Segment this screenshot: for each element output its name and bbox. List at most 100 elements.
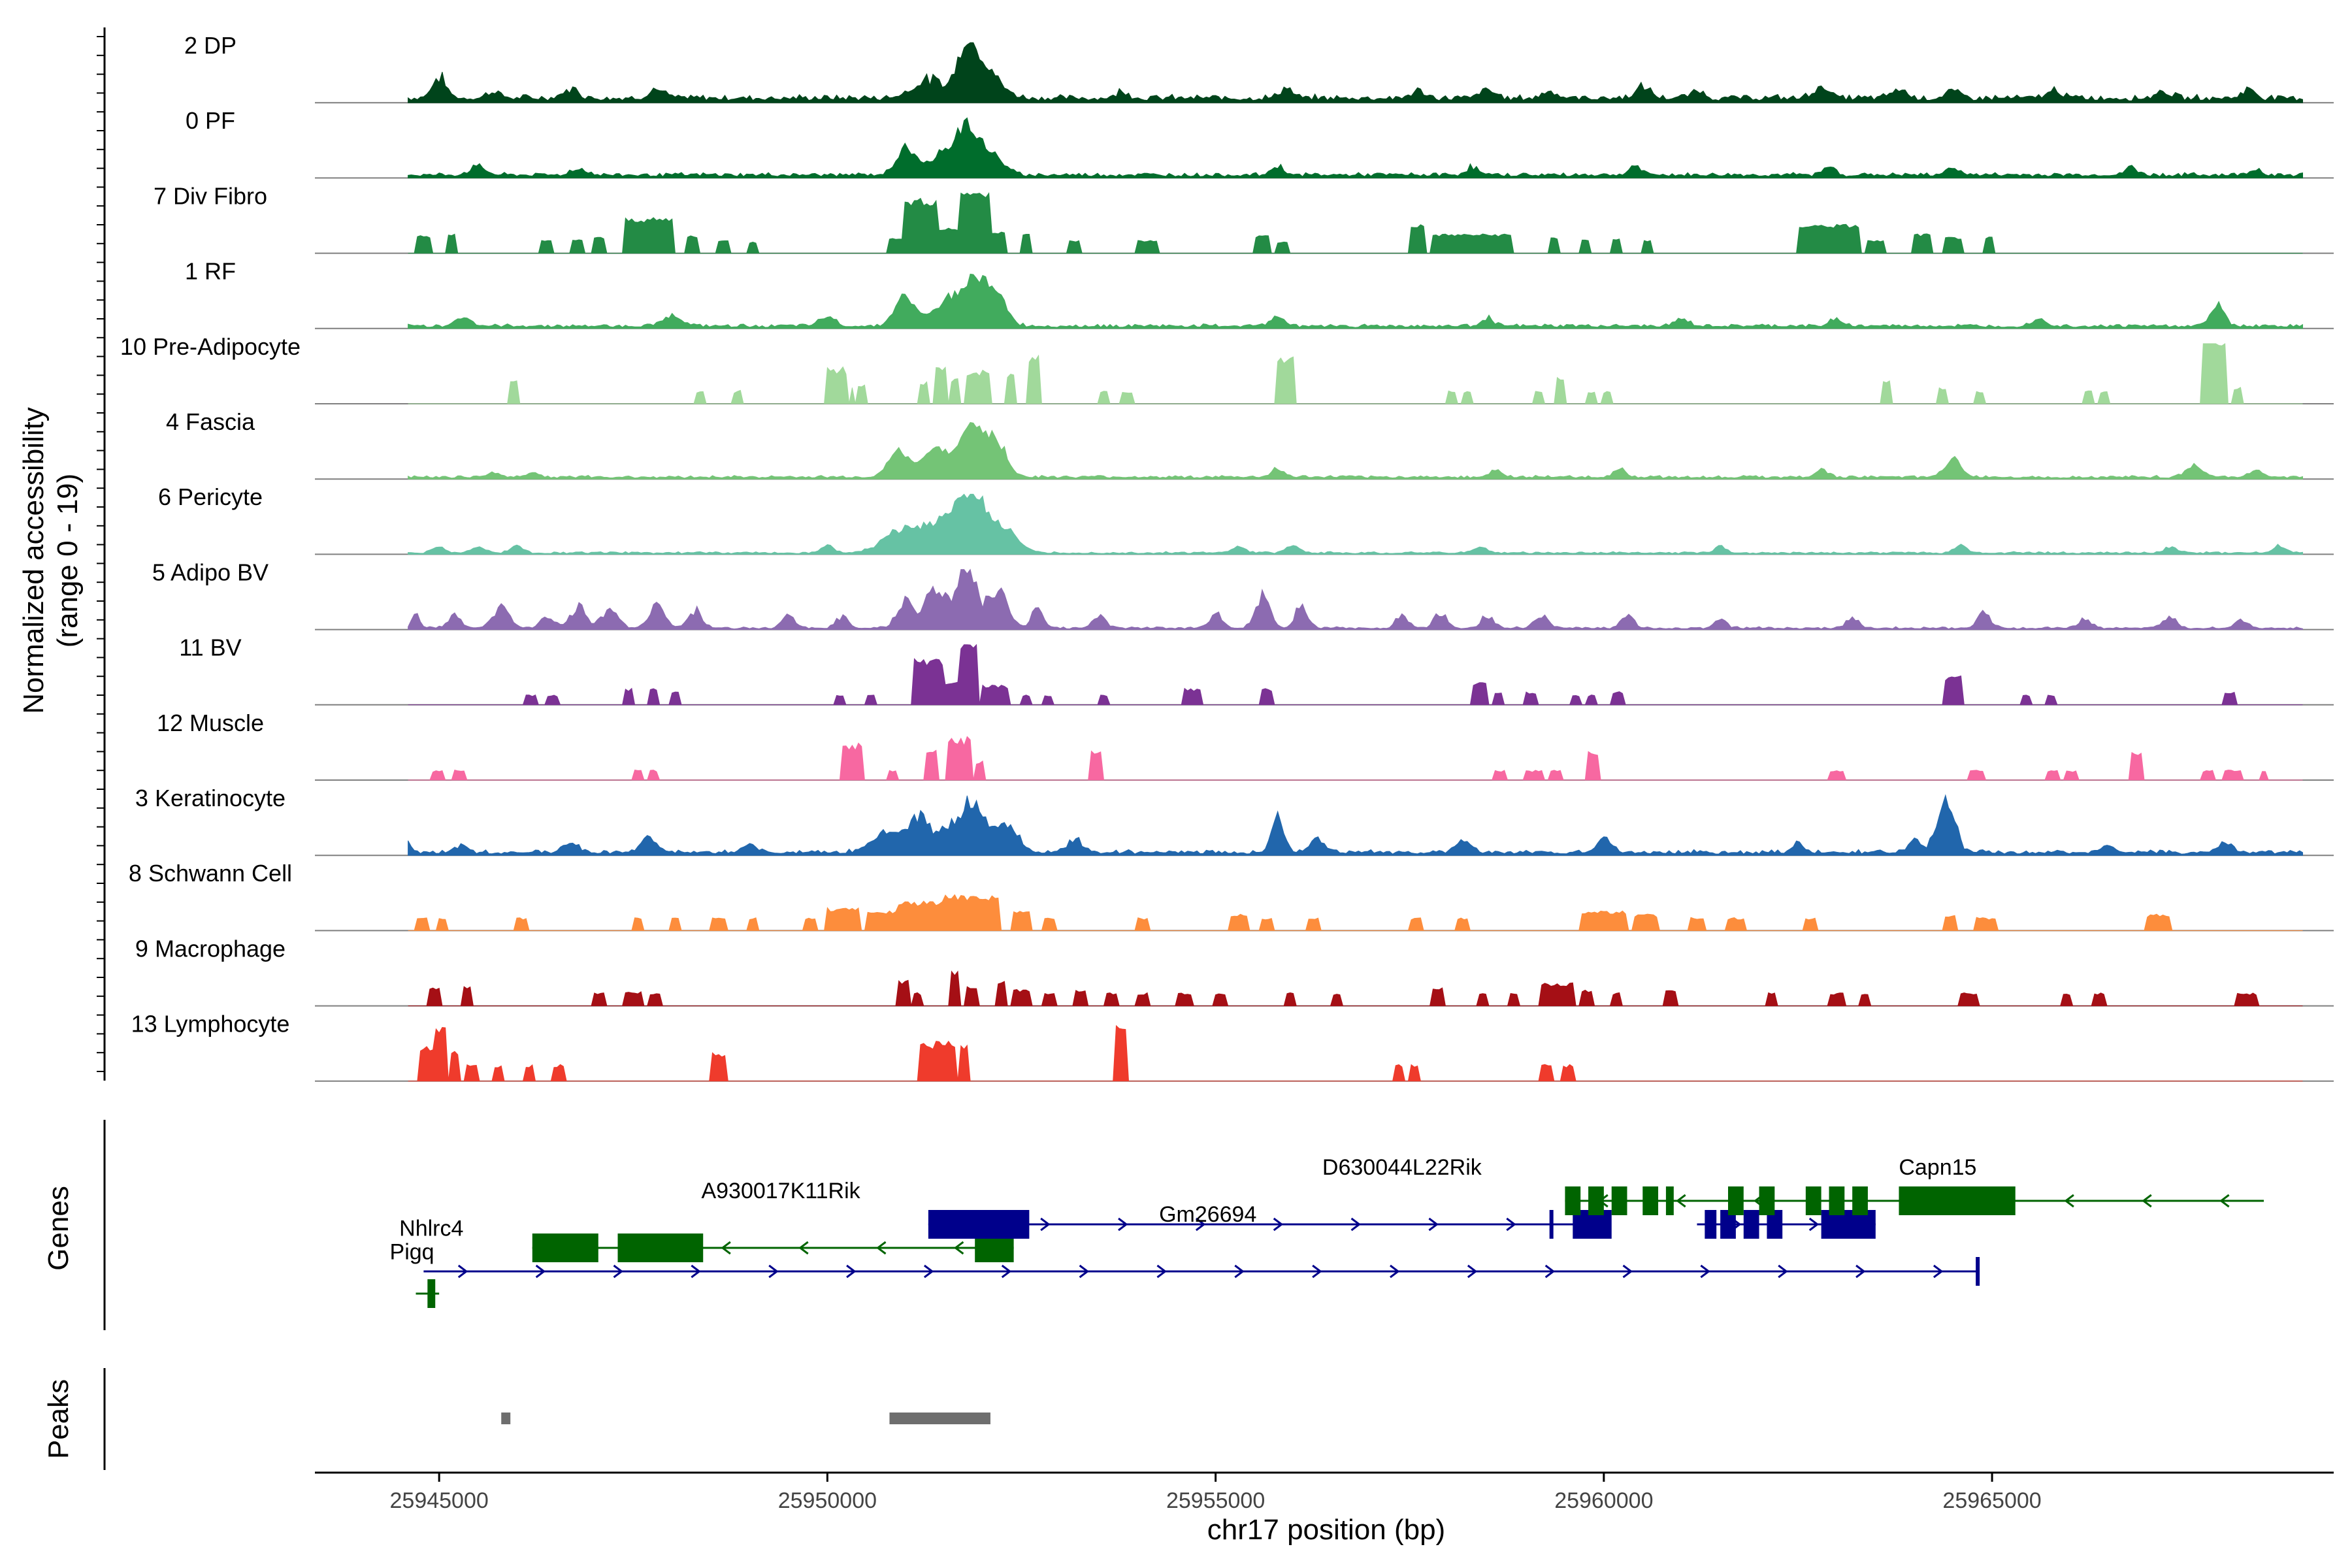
strand-arrow: [535, 1264, 546, 1279]
track-13-lymphocyte: 13 Lymphocyte: [131, 1011, 2334, 1082]
gene-exon: [1743, 1210, 1759, 1239]
strand-arrow: [1195, 1217, 1206, 1232]
track-label: 0 PF: [186, 107, 235, 134]
coverage-tracks: 2 DP 0 PF 7 Div Fibro 1 RF 10 Pre-Adipocyte 4…: [120, 32, 2334, 1082]
peak-regions: [501, 1413, 990, 1424]
track-label: 10 Pre-Adipocyte: [120, 333, 301, 360]
x-ticks: 25945000 25950000 25955000 25960000 25965000: [390, 1473, 2042, 1513]
coverage-area: [408, 117, 2303, 178]
strand-arrow: [1676, 1194, 1686, 1208]
gene-exon: [427, 1279, 436, 1308]
strand-arrow: [1933, 1264, 1944, 1279]
coverage-area: [408, 644, 2303, 706]
gene-exon: [1805, 1186, 1821, 1215]
strand-arrow: [1118, 1217, 1128, 1232]
track-label: 11 BV: [179, 634, 241, 661]
strand-arrow: [1234, 1264, 1245, 1279]
track-8-schwann-cell: 8 Schwann Cell: [129, 860, 2334, 932]
gene-a930017k11rik: A930017K11Rik: [532, 1179, 1014, 1262]
gene-label: Capn15: [1899, 1155, 1976, 1180]
track-0-pf: 0 PF: [186, 107, 2334, 179]
strand-arrow: [1700, 1264, 1710, 1279]
x-tick-label: 25960000: [1554, 1488, 1653, 1513]
coverage-area: [408, 568, 2303, 630]
strand-arrow: [1390, 1264, 1400, 1279]
track-label: 4 Fascia: [166, 408, 255, 435]
track-label: 13 Lymphocyte: [131, 1011, 290, 1037]
strand-arrow: [721, 1241, 731, 1255]
strand-arrow: [1855, 1264, 1866, 1279]
gene-exon: [532, 1233, 598, 1262]
strand-arrow: [2219, 1194, 2230, 1208]
track-label: 5 Adipo BV: [152, 559, 269, 585]
x-tick-label: 25955000: [1166, 1488, 1265, 1513]
strand-arrow: [2142, 1194, 2152, 1208]
x-axis: 25945000 25950000 25955000 25960000 25965000…: [315, 1471, 2334, 1546]
track-label: 9 Macrophage: [135, 935, 286, 962]
strand-arrow: [613, 1264, 623, 1279]
gene-exon: [1829, 1186, 1845, 1215]
strand-arrow: [846, 1264, 857, 1279]
strand-arrow: [1350, 1217, 1362, 1232]
gene-gm26694: Gm26694: [928, 1202, 1612, 1239]
strand-arrow: [691, 1264, 701, 1279]
coverage-area: [408, 736, 2303, 781]
y-axis-title-line1: Normalized accessibility: [18, 407, 50, 713]
strand-arrow: [923, 1264, 934, 1279]
track-label: 8 Schwann Cell: [129, 860, 292, 887]
gene-exon: [1728, 1186, 1744, 1215]
track-11-bv: 11 BV: [179, 634, 2334, 706]
strand-arrow: [1040, 1217, 1051, 1232]
gene-label: Pigq: [390, 1240, 434, 1265]
x-axis-title: chr17 position (bp): [1207, 1514, 1445, 1546]
y-axis-title-line2: (range 0 - 19): [52, 474, 84, 648]
track-10-pre-adipocyte: 10 Pre-Adipocyte: [120, 333, 2334, 404]
strand-arrow: [1622, 1264, 1633, 1279]
gene-exon: [1899, 1186, 2016, 1215]
coverage-area: [408, 970, 2303, 1007]
coverage-area: [408, 794, 2303, 856]
gene-label: Nhlrc4: [399, 1217, 463, 1241]
track-12-muscle: 12 Muscle: [157, 710, 2334, 781]
gene-label: A930017K11Rik: [701, 1179, 860, 1203]
gene-exon: [1549, 1210, 1554, 1239]
strand-arrow: [1778, 1264, 1788, 1279]
strand-arrow: [1312, 1264, 1322, 1279]
track-5-adipo-bv: 5 Adipo BV: [152, 559, 2334, 630]
strand-arrow: [1001, 1264, 1012, 1279]
gene-exon: [1767, 1210, 1783, 1239]
genes-track-title: Genes: [42, 1186, 74, 1271]
strand-arrow: [953, 1241, 964, 1255]
track-label: 6 Pericyte: [158, 483, 263, 510]
track-label: 1 RF: [185, 258, 236, 285]
strand-arrow: [1808, 1217, 1820, 1232]
x-tick-label: 25965000: [1942, 1488, 2041, 1513]
track-1-rf: 1 RF: [185, 258, 2334, 329]
strand-arrow: [1273, 1217, 1284, 1232]
track-label: 3 Keratinocyte: [135, 785, 286, 811]
gene-exon: [1759, 1186, 1775, 1215]
gene-exon: [1705, 1210, 1717, 1239]
track-label: 12 Muscle: [157, 710, 264, 736]
coverage-area: [408, 894, 2303, 931]
strand-arrow: [1156, 1264, 1167, 1279]
x-tick-label: 25950000: [778, 1488, 877, 1513]
gene-exon: [1852, 1186, 1868, 1215]
coverage-area: [408, 343, 2303, 404]
peak-region: [501, 1413, 511, 1424]
track-4-fascia: 4 Fascia: [166, 408, 2334, 480]
gene-nhlrc4: Nhlrc4: [399, 1217, 1980, 1286]
strand-arrow: [1467, 1264, 1478, 1279]
track-label: 2 DP: [184, 32, 237, 59]
strand-arrow: [2064, 1194, 2074, 1208]
track-3-keratinocyte: 3 Keratinocyte: [135, 785, 2334, 857]
x-tick-label: 25945000: [390, 1488, 489, 1513]
gene-label: D630044L22Rik: [1322, 1155, 1482, 1180]
coverage-area: [408, 422, 2303, 480]
strand-arrow: [1428, 1217, 1439, 1232]
gene-capn15: Capn15: [1565, 1155, 2264, 1215]
gene-exon: [1565, 1186, 1581, 1215]
strand-arrow: [1544, 1264, 1556, 1279]
gene-d630044l22rik: D630044L22Rik: [1322, 1155, 1876, 1239]
